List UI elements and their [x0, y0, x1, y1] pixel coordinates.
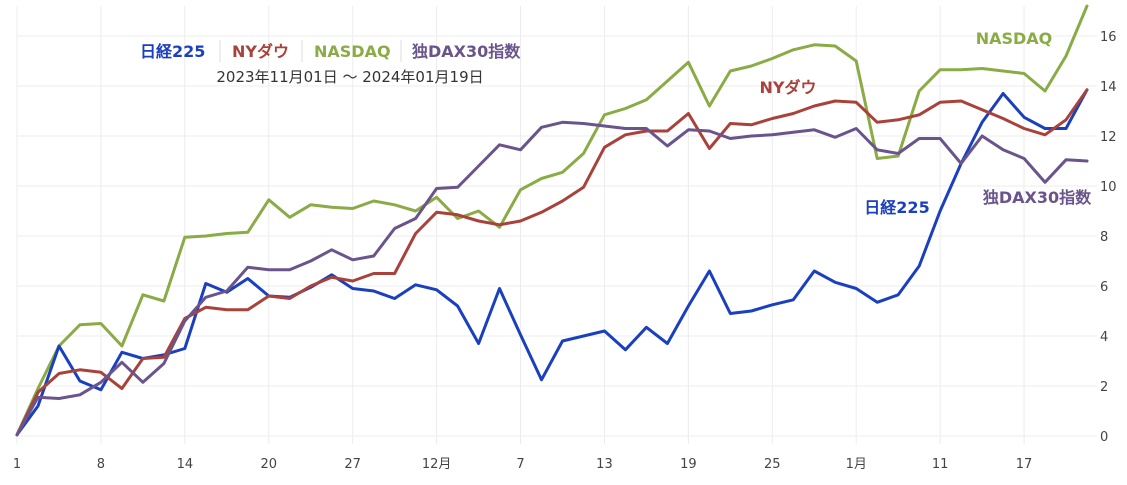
y-tick-label: 0 — [1100, 430, 1108, 445]
end-label-2: NASDAQ — [976, 29, 1053, 48]
x-tick-label: 1 — [13, 457, 21, 472]
x-tick-label: 25 — [764, 457, 781, 472]
legend-item-2: NASDAQ — [314, 42, 391, 61]
series-lines — [15, 4, 1089, 437]
y-tick-label: 12 — [1100, 130, 1117, 145]
legend-item-1: NYダウ — [232, 42, 289, 61]
series-line-2 — [15, 4, 1089, 437]
x-tick-label: 27 — [344, 457, 361, 472]
y-axis: 0 2 4 6 8 10 12 14 16 — [1100, 30, 1117, 445]
x-tick-label: 1月 — [846, 457, 867, 472]
x-tick-label: 11 — [932, 457, 949, 472]
x-tick-label: 19 — [680, 457, 697, 472]
y-tick-label: 10 — [1100, 180, 1117, 195]
series-line-0 — [15, 88, 1089, 437]
chart-subtitle: 2023年11月01日 ～ 2024年01月19日 — [216, 68, 483, 86]
y-tick-label: 2 — [1100, 380, 1108, 395]
x-tick-label: 17 — [1016, 457, 1033, 472]
end-label-0: 日経225 — [864, 198, 929, 217]
x-tick-label: 8 — [97, 457, 105, 472]
x-tick-label: 7 — [516, 457, 524, 472]
y-tick-label: 16 — [1100, 30, 1117, 45]
series-line-3 — [15, 120, 1089, 437]
x-axis: 1 8 14 20 27 12月 7 13 19 25 1月 11 17 — [13, 457, 1032, 472]
y-tick-label: 14 — [1100, 80, 1117, 95]
y-tick-label: 4 — [1100, 330, 1108, 345]
series-line-1 — [15, 88, 1089, 437]
legend-item-0: 日経225 — [140, 42, 205, 61]
x-tick-label: 14 — [177, 457, 194, 472]
y-tick-label: 8 — [1100, 230, 1108, 245]
x-tick-label: 12月 — [422, 457, 452, 472]
grid-lines — [16, 6, 1097, 444]
x-tick-label: 20 — [260, 457, 277, 472]
x-tick-label: 13 — [596, 457, 613, 472]
legend-item-3: 独DAX30指数 — [412, 42, 521, 61]
series-end-labels: 日経225 NYダウ NASDAQ 独DAX30指数 — [760, 29, 1093, 217]
legend: 日経225 NYダウ NASDAQ 独DAX30指数 — [140, 40, 521, 62]
end-label-1: NYダウ — [760, 78, 817, 97]
y-tick-label: 6 — [1100, 280, 1108, 295]
end-label-3: 独DAX30指数 — [983, 188, 1092, 207]
